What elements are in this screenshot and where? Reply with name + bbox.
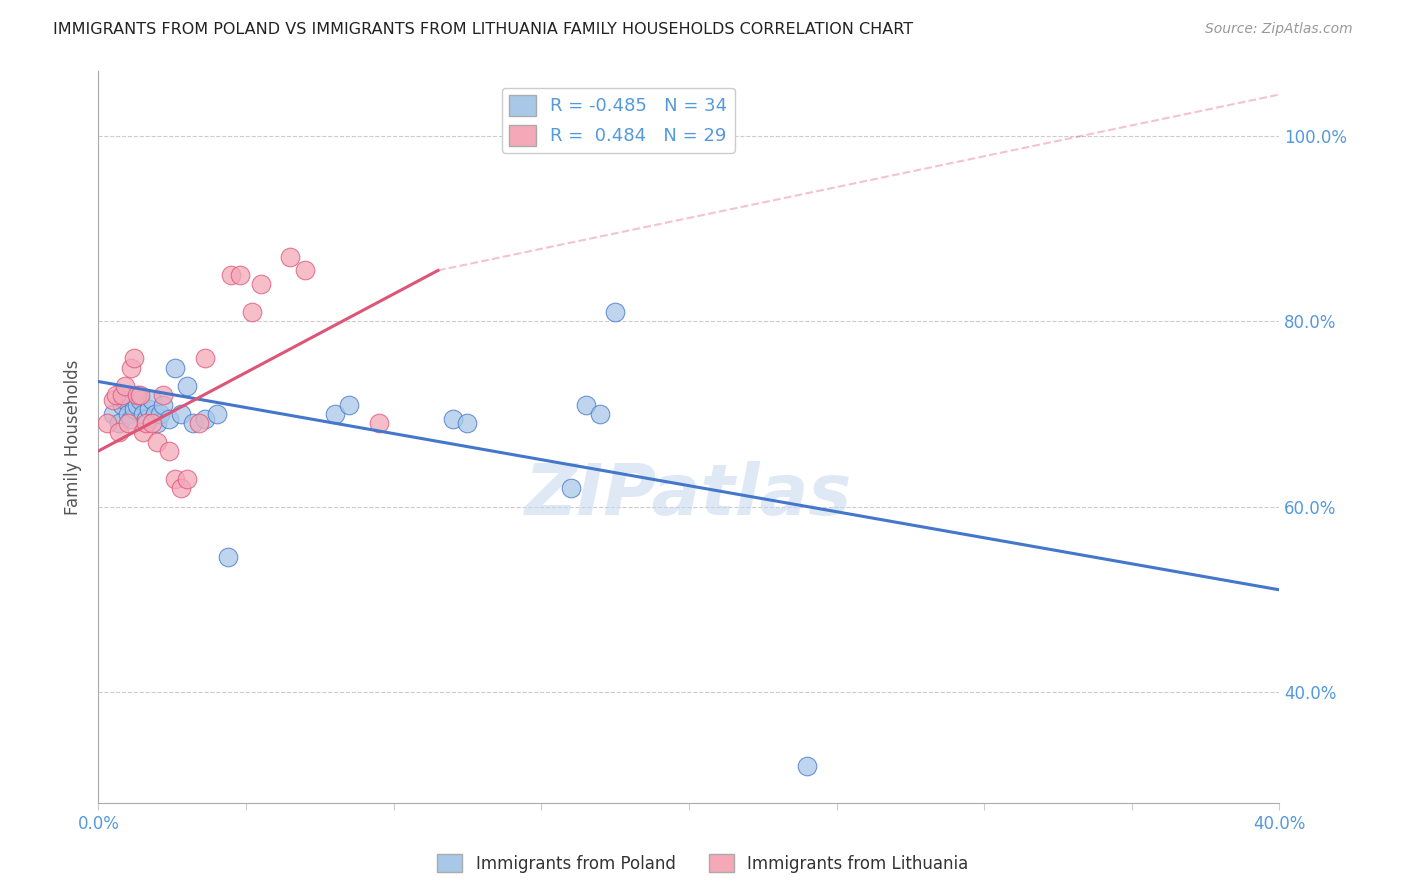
Point [280,250,302,264]
Point [152,398,174,412]
Point [560,481,582,495]
Point [103,407,125,421]
Point [170,407,193,421]
Point [339,398,361,412]
Point [120,360,142,375]
Point [117,416,139,430]
Point [457,416,479,430]
Point [605,305,627,319]
Point [176,472,198,486]
Point [194,351,217,366]
Point [575,398,598,412]
Point [132,407,155,421]
Point [149,407,172,421]
Legend: Immigrants from Poland, Immigrants from Lithuania: Immigrants from Poland, Immigrants from … [430,847,976,880]
Point [229,268,252,282]
Point [152,388,174,402]
Point [589,407,612,421]
Text: Source: ZipAtlas.com: Source: ZipAtlas.com [1205,22,1353,37]
Point [120,411,142,425]
Point [122,351,145,366]
Point [117,407,139,421]
Point [108,425,131,440]
Point [114,379,136,393]
Point [368,416,391,430]
Point [240,305,263,319]
Point [105,388,128,402]
Point [205,407,228,421]
Point [796,758,818,772]
Point [132,425,155,440]
Point [108,416,131,430]
Point [111,388,134,402]
Text: ZIPatlas: ZIPatlas [526,461,852,530]
Point [125,388,148,402]
Point [125,398,148,412]
Point [111,398,134,412]
Point [250,277,273,292]
Point [170,481,193,495]
Point [146,416,169,430]
Point [217,550,239,565]
Point [141,416,163,430]
Point [122,402,145,417]
Point [323,407,346,421]
Point [146,434,169,449]
Y-axis label: Family Households: Family Households [65,359,83,515]
Point [135,416,157,430]
Point [96,416,118,430]
Point [221,268,243,282]
Point [194,411,217,425]
Point [114,392,136,407]
Point [135,411,157,425]
Point [103,392,125,407]
Point [128,388,150,402]
Point [165,472,187,486]
Point [294,263,316,277]
Point [128,392,150,407]
Point [187,416,209,430]
Point [441,411,464,425]
Point [176,379,198,393]
Point [138,402,160,417]
Text: IMMIGRANTS FROM POLAND VS IMMIGRANTS FROM LITHUANIA FAMILY HOUSEHOLDS CORRELATIO: IMMIGRANTS FROM POLAND VS IMMIGRANTS FRO… [53,22,914,37]
Point [157,444,180,458]
Point [181,416,204,430]
Point [141,392,163,407]
Legend: R = -0.485   N = 34, R =  0.484   N = 29: R = -0.485 N = 34, R = 0.484 N = 29 [502,87,734,153]
Point [143,407,166,421]
Point [165,360,187,375]
Point [157,411,180,425]
